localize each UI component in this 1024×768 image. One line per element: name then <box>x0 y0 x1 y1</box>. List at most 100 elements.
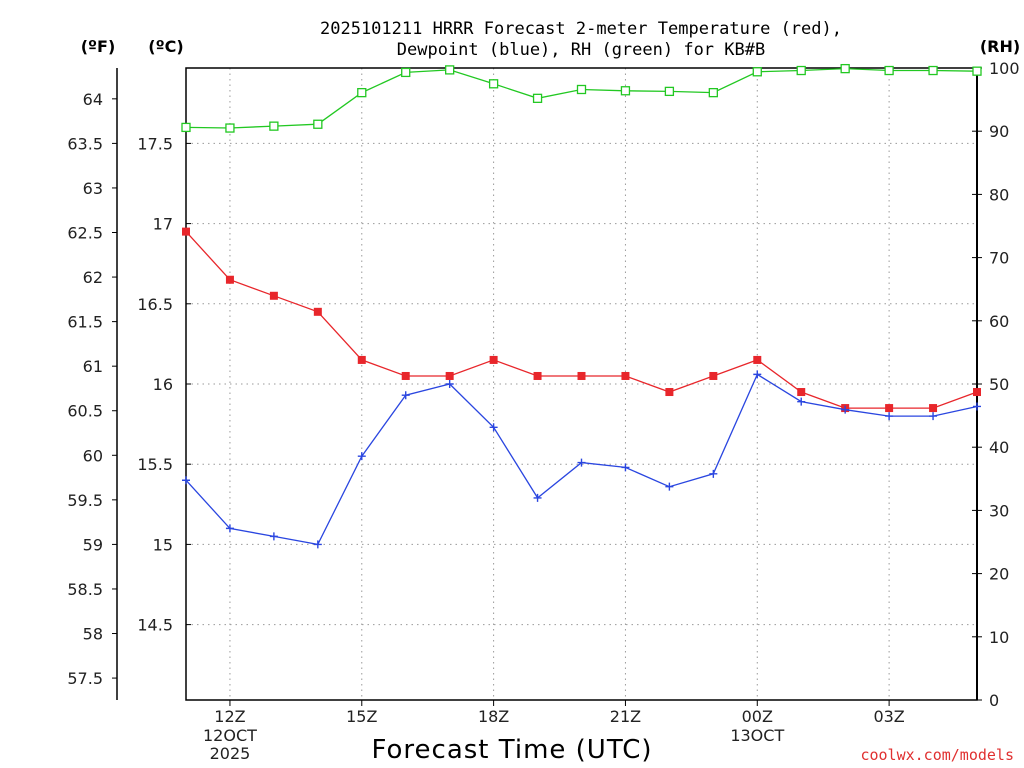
dewpoint-point <box>973 402 981 411</box>
celsius-tick-label: 16.5 <box>137 295 173 314</box>
rh-tick-label: 90 <box>989 122 1009 141</box>
dewpoint-point <box>621 463 630 472</box>
chart-title-line-1: 2025101211 HRRR Forecast 2-meter Tempera… <box>320 19 842 39</box>
rh-point <box>884 65 894 76</box>
rh-point <box>532 93 543 103</box>
x-tick-year: 2025 <box>210 744 251 763</box>
dewpoint-point <box>401 391 410 400</box>
x-tick-label: 18Z <box>478 707 509 726</box>
dewpoint-point <box>489 423 498 432</box>
rh-tick-label: 50 <box>989 375 1009 394</box>
celsius-tick-label: 16 <box>153 375 173 394</box>
rh-point <box>796 65 806 76</box>
fahrenheit-axis-label: (ºF) <box>81 37 116 56</box>
fahrenheit-tick-label: 61.5 <box>67 313 103 332</box>
x-tick-date: 12OCT <box>203 726 257 745</box>
temperature-point <box>401 371 410 380</box>
dewpoint-point <box>753 370 762 379</box>
rh-tick-label: 30 <box>989 501 1009 520</box>
chart-title-line-2: Dewpoint (blue), RH (green) for KB#B <box>397 40 765 60</box>
temperature-point <box>577 371 586 380</box>
celsius-tick-label: 15.5 <box>137 455 173 474</box>
rh-tick-label: 70 <box>989 249 1009 268</box>
temperature-line <box>185 231 978 409</box>
fahrenheit-tick-label: 61 <box>83 357 103 376</box>
rh-line <box>185 67 978 129</box>
dewpoint-series <box>182 370 981 549</box>
temperature-point <box>357 355 366 364</box>
rh-point <box>269 121 279 131</box>
temperature-point <box>709 371 718 380</box>
x-tick-label: 21Z <box>610 707 641 726</box>
temperature-point <box>929 404 938 413</box>
dewpoint-point <box>709 469 718 478</box>
dewpoint-point <box>929 412 938 421</box>
fahrenheit-tick-label: 58 <box>83 625 103 644</box>
temperature-point <box>753 355 762 364</box>
rh-series <box>181 63 982 133</box>
grid-lines <box>186 68 977 700</box>
fahrenheit-tick-label: 58.5 <box>67 580 103 599</box>
rh-point <box>928 65 938 76</box>
dewpoint-point <box>269 532 278 541</box>
temperature-point <box>621 371 630 380</box>
rh-tick-label: 60 <box>989 312 1009 331</box>
temperature-point <box>489 355 498 364</box>
fahrenheit-tick-label: 63.5 <box>67 134 103 153</box>
celsius-tick-label: 15 <box>153 535 173 554</box>
fahrenheit-tick-label: 60 <box>83 446 103 465</box>
rh-point <box>664 86 675 97</box>
rh-point <box>840 63 850 74</box>
x-tick-label: 12Z <box>214 707 245 726</box>
rh-point <box>401 67 411 78</box>
celsius-tick-label: 17.5 <box>137 134 173 153</box>
x-axis-label: Forecast Time (UTC) <box>371 735 652 765</box>
rh-point <box>445 65 455 75</box>
dewpoint-point <box>533 493 542 502</box>
axes <box>112 67 982 706</box>
rh-point <box>576 84 587 95</box>
temperature-point <box>533 371 542 380</box>
temperature-point <box>182 227 190 236</box>
celsius-tick-label: 17 <box>153 215 173 234</box>
dewpoint-point <box>445 380 454 388</box>
fahrenheit-tick-label: 57.5 <box>67 669 103 688</box>
fahrenheit-tick-label: 62 <box>83 268 103 287</box>
x-tick-label: 00Z <box>742 707 773 726</box>
x-tick-label: 15Z <box>346 707 377 726</box>
rh-point <box>488 79 499 89</box>
tick-labels: 57.5 58 58.5 59 59.5 60 60.5 61 61.5 62 62.5 63 63.5… <box>67 59 1019 763</box>
rh-point <box>181 122 191 133</box>
temperature-point <box>313 307 322 316</box>
rh-tick-label: 40 <box>989 438 1009 457</box>
fahrenheit-tick-label: 59.5 <box>67 491 103 510</box>
temperature-point <box>225 275 234 284</box>
dewpoint-point <box>313 540 322 549</box>
temperature-point <box>665 388 674 397</box>
dewpoint-point <box>357 452 366 461</box>
rh-tick-label: 100 <box>989 59 1020 78</box>
celsius-axis-label: (ºC) <box>148 37 183 56</box>
rh-point <box>752 67 762 77</box>
celsius-tick-label: 14.5 <box>137 616 173 635</box>
rh-point <box>313 119 323 129</box>
fahrenheit-tick-label: 59 <box>83 535 103 554</box>
rh-point <box>708 87 718 98</box>
credit-text[interactable]: coolwx.com/models <box>860 746 1014 764</box>
temperature-point <box>269 291 278 300</box>
rh-point <box>357 87 367 98</box>
dewpoint-point <box>841 405 850 414</box>
x-tick-date: 13OCT <box>730 726 784 745</box>
rh-point <box>972 66 982 76</box>
dewpoint-point <box>797 397 806 406</box>
rh-point <box>225 123 235 133</box>
rh-tick-label: 20 <box>989 565 1009 584</box>
rh-tick-label: 10 <box>989 628 1009 647</box>
dewpoint-point <box>577 458 586 467</box>
series-layer <box>181 63 982 549</box>
fahrenheit-tick-label: 63 <box>83 179 103 198</box>
temperature-point <box>973 388 981 397</box>
rh-tick-label: 80 <box>989 185 1009 204</box>
temperature-point <box>797 388 806 397</box>
